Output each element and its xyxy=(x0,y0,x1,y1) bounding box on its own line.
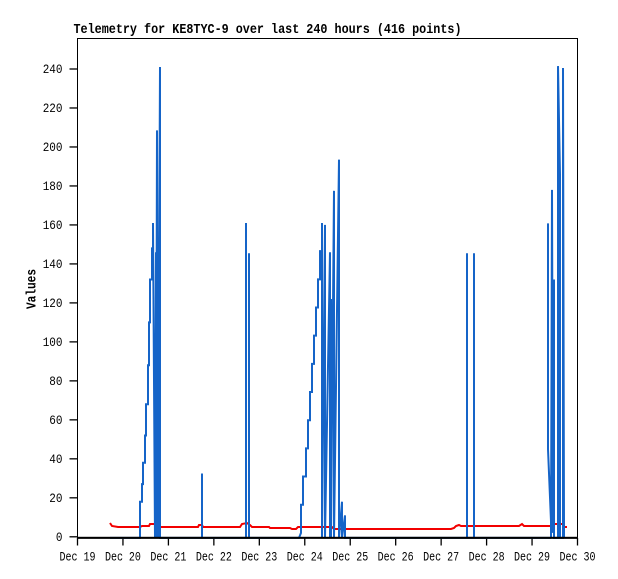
svg-text:Dec 28: Dec 28 xyxy=(469,551,505,565)
svg-text:Dec 30: Dec 30 xyxy=(560,551,596,565)
svg-text:200: 200 xyxy=(43,141,63,155)
svg-text:0: 0 xyxy=(56,531,63,545)
svg-text:Telemetry for KE8TYC-9 over la: Telemetry for KE8TYC-9 over last 240 hou… xyxy=(74,22,462,38)
svg-text:80: 80 xyxy=(49,375,62,389)
svg-text:Dec 23: Dec 23 xyxy=(241,551,277,565)
svg-text:Dec 19: Dec 19 xyxy=(60,551,96,565)
svg-text:140: 140 xyxy=(43,258,63,272)
svg-text:Dec 27: Dec 27 xyxy=(423,551,459,565)
svg-text:Dec 26: Dec 26 xyxy=(378,551,414,565)
svg-text:160: 160 xyxy=(43,219,63,233)
svg-text:Dec 25: Dec 25 xyxy=(332,551,368,565)
svg-text:240: 240 xyxy=(43,63,63,77)
svg-text:220: 220 xyxy=(43,102,63,116)
svg-text:Values: Values xyxy=(25,269,41,309)
svg-text:Dec 24: Dec 24 xyxy=(287,551,323,565)
svg-text:Dec 29: Dec 29 xyxy=(514,551,550,565)
svg-text:40: 40 xyxy=(49,453,62,467)
svg-text:Dec 20: Dec 20 xyxy=(105,551,141,565)
svg-text:180: 180 xyxy=(43,180,63,194)
svg-text:20: 20 xyxy=(49,492,62,506)
svg-text:100: 100 xyxy=(43,336,63,350)
svg-text:60: 60 xyxy=(49,414,62,428)
svg-text:Dec 21: Dec 21 xyxy=(150,551,186,565)
svg-text:120: 120 xyxy=(43,297,63,311)
svg-text:Dec 22: Dec 22 xyxy=(196,551,232,565)
